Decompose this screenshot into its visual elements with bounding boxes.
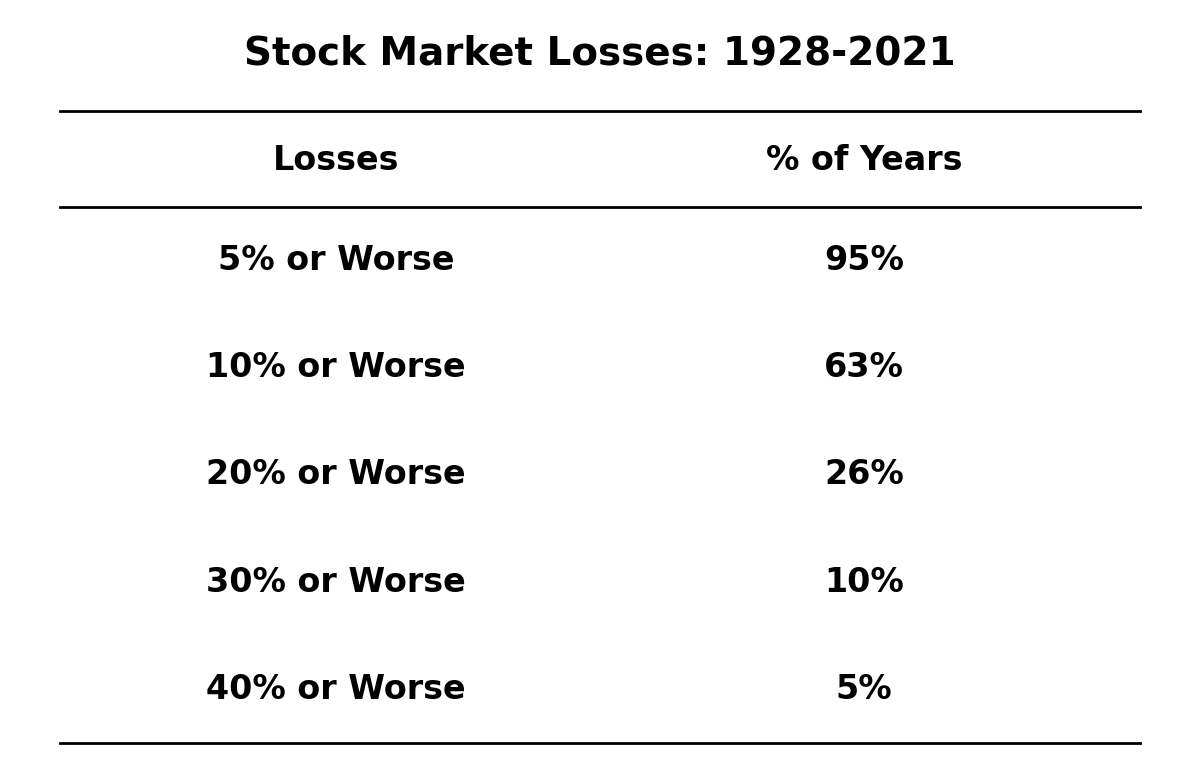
Text: 63%: 63% [824,351,904,385]
Text: 26%: 26% [824,458,904,492]
Text: 5%: 5% [835,673,893,706]
Text: 10%: 10% [824,565,904,599]
Text: Losses: Losses [272,144,400,178]
Text: 20% or Worse: 20% or Worse [206,458,466,492]
Text: 30% or Worse: 30% or Worse [206,565,466,599]
Text: 10% or Worse: 10% or Worse [206,351,466,385]
Text: 95%: 95% [824,244,904,277]
Text: Stock Market Losses: 1928-2021: Stock Market Losses: 1928-2021 [244,34,956,73]
Text: 40% or Worse: 40% or Worse [206,673,466,706]
Text: % of Years: % of Years [766,144,962,178]
Text: 5% or Worse: 5% or Worse [217,244,455,277]
